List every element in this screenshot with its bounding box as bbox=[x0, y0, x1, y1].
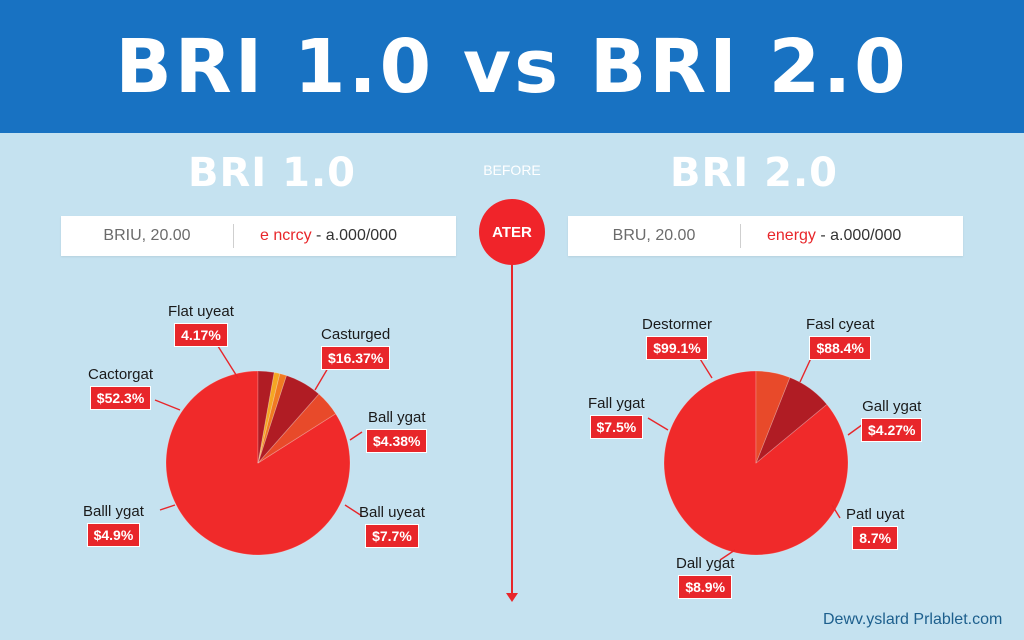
before-label: BEFORE bbox=[483, 162, 541, 178]
slice-label-value: $16.37% bbox=[321, 346, 391, 370]
timeline-line bbox=[511, 265, 513, 598]
leader-line-0 bbox=[215, 342, 239, 379]
slice-label-name: Casturged bbox=[321, 326, 391, 343]
leader-line-7 bbox=[799, 355, 813, 383]
pie-right-slice-0 bbox=[663, 370, 849, 556]
after-badge: ATER bbox=[479, 199, 545, 265]
right-label-4: Gall ygat $4.27% bbox=[861, 398, 923, 442]
left-label-3: Cactorgat $52.3% bbox=[88, 366, 153, 410]
slice-label-value: $99.1% bbox=[646, 336, 708, 360]
leader-line-2 bbox=[154, 399, 181, 411]
leader-line-4 bbox=[159, 504, 176, 511]
right-label-2: Fasl cyeat $88.4% bbox=[806, 316, 874, 360]
slice-label-value: 8.7% bbox=[852, 526, 899, 550]
right-info-energy-value: - a.000/000 bbox=[815, 227, 902, 244]
pie-left-slice-1 bbox=[257, 393, 337, 464]
pie-left-slice-4 bbox=[257, 371, 281, 464]
pie-left-slice-2 bbox=[257, 374, 320, 464]
title-banner: BRI 1.0 vs BRI 2.0 bbox=[0, 0, 1024, 133]
page-title: BRI 1.0 vs BRI 2.0 bbox=[115, 23, 909, 110]
slice-label-value: $4.27% bbox=[861, 418, 923, 442]
right-info-energy-label: energy bbox=[767, 227, 816, 244]
timeline-arrow-icon bbox=[506, 593, 518, 602]
right-panel-title: BRI 2.0 bbox=[670, 150, 838, 196]
pie-right-slice-2 bbox=[755, 370, 791, 464]
slice-label-name: Gall ygat bbox=[862, 398, 922, 415]
left-panel-title: BRI 1.0 bbox=[188, 150, 356, 196]
right-info-energy: energy - a.000/000 bbox=[741, 227, 901, 245]
slice-label-name: Destormer bbox=[642, 316, 713, 333]
pie-left bbox=[165, 370, 351, 556]
slice-label-value: $7.5% bbox=[589, 415, 644, 439]
left-info-bar: BRIU, 20.00 e ncrcy - a.000/000 bbox=[61, 216, 456, 256]
right-label-5: Patl uyat 8.7% bbox=[846, 506, 904, 550]
left-info-energy: e ncrcy - a.000/000 bbox=[234, 227, 397, 245]
right-label-3: Fall ygat $7.5% bbox=[588, 395, 645, 439]
right-info-bar: BRU, 20.00 energy - a.000/000 bbox=[568, 216, 963, 256]
slice-label-name: Flat uyeat bbox=[168, 303, 234, 320]
pie-left-slice-3 bbox=[257, 373, 287, 464]
info-divider bbox=[740, 224, 741, 248]
pie-left-slice-0 bbox=[165, 370, 351, 556]
left-label-2: Casturged $16.37% bbox=[321, 326, 391, 370]
slice-label-value: $7.7% bbox=[365, 524, 419, 548]
slice-label-value: $88.4% bbox=[809, 336, 871, 360]
right-label-1: Destormer $99.1% bbox=[642, 316, 712, 360]
leader-line-8 bbox=[647, 417, 669, 431]
pie-right-slice-1 bbox=[755, 376, 828, 464]
left-info-energy-value: - a.000/000 bbox=[311, 227, 397, 244]
slice-label-name: Balll ygat bbox=[83, 503, 144, 520]
right-info-value: BRU, 20.00 bbox=[612, 227, 696, 244]
slice-label-name: Ball uyeat bbox=[359, 504, 425, 521]
left-label-1: Flat uyeat 4.17% bbox=[168, 303, 234, 347]
leader-line-5 bbox=[344, 504, 363, 517]
pie-left-slice-5 bbox=[257, 370, 275, 464]
left-info-energy-label: e ncrcy bbox=[260, 227, 312, 244]
footer-watermark: Dewv.yslard Prlablet.com bbox=[823, 611, 1003, 628]
leader-line-10 bbox=[831, 504, 841, 519]
slice-label-value: $4.38% bbox=[366, 429, 428, 453]
leader-lines bbox=[154, 342, 867, 561]
slice-label-name: Patl uyat bbox=[846, 506, 905, 523]
pie-right bbox=[663, 370, 849, 556]
leader-line-3 bbox=[349, 431, 363, 441]
info-divider bbox=[233, 224, 234, 248]
leader-line-1 bbox=[314, 367, 329, 391]
slice-label-name: Fasl cyeat bbox=[806, 316, 875, 333]
left-info-value: BRIU, 20.00 bbox=[103, 227, 191, 244]
slice-label-value: $4.9% bbox=[86, 523, 141, 547]
right-label-6: Dall ygat $8.9% bbox=[676, 555, 734, 599]
slice-label-name: Cactorgat bbox=[88, 366, 154, 383]
left-label-4: Ball ygat $4.38% bbox=[366, 409, 428, 453]
slice-label-name: Ball ygat bbox=[367, 409, 426, 426]
slice-label-value: 4.17% bbox=[174, 323, 228, 347]
slice-label-name: Dall ygat bbox=[676, 555, 735, 572]
leader-line-11 bbox=[719, 549, 736, 561]
slice-label-name: Fall ygat bbox=[588, 395, 645, 412]
slice-label-value: $52.3% bbox=[89, 386, 152, 410]
left-label-5: Balll ygat $4.9% bbox=[83, 503, 144, 547]
left-label-6: Ball uyeat $7.7% bbox=[359, 504, 425, 548]
slice-label-value: $8.9% bbox=[678, 575, 733, 599]
